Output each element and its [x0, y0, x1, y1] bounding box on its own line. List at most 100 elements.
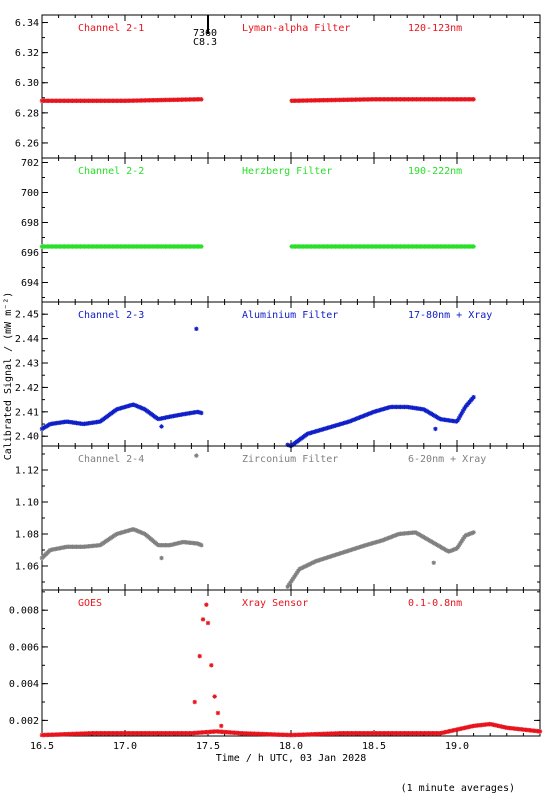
- data-point: [355, 415, 361, 421]
- panel-5: 0.002 0.004 0.006 0.008 16.5 17.0 17.5 18.0 18.5…: [9, 589, 543, 752]
- panel-range: 120-123nm: [408, 23, 462, 34]
- data-point: [286, 582, 292, 587]
- data-point: [362, 413, 367, 418]
- data-point: [47, 548, 53, 553]
- y-tick-label: 696: [21, 248, 39, 259]
- panel-frame: [41, 14, 541, 159]
- data-point-outlier: [197, 653, 202, 659]
- data-point: [383, 536, 389, 542]
- y-tick-label: 0.008: [9, 606, 39, 617]
- panel-frame: [41, 157, 541, 303]
- panel-frame: [41, 445, 541, 591]
- data-point: [447, 549, 452, 554]
- y-tick-label: 0.004: [9, 679, 39, 690]
- panel-filter: Aluminium Filter: [242, 310, 338, 321]
- y-tick-label: 2.41: [15, 407, 39, 418]
- data-point: [114, 532, 119, 537]
- panel-filter: Zirconium Filter: [242, 454, 338, 465]
- data-point: [199, 97, 204, 102]
- data-point: [354, 416, 359, 421]
- data-point: [386, 535, 391, 541]
- data-point: [358, 414, 363, 420]
- panel-range: 17-80nm + Xray: [408, 310, 492, 321]
- y-tick-label: 6.32: [15, 48, 39, 59]
- data-point: [387, 535, 393, 540]
- y-tick-label: 698: [21, 218, 39, 229]
- y-tick-label: 6.28: [15, 108, 39, 119]
- data-point-outlier: [194, 326, 199, 332]
- data-point: [458, 541, 463, 546]
- y-tick-label: 2.45: [15, 310, 39, 321]
- y-tick-label: 2.43: [15, 359, 39, 370]
- data-point: [349, 418, 354, 423]
- panel-range: 6-20nm + Xray: [408, 454, 486, 465]
- y-tick-label: 1.12: [15, 466, 39, 477]
- data-point-outlier: [215, 710, 221, 716]
- data-point: [470, 530, 475, 536]
- data-point: [199, 543, 204, 548]
- panel-range: 190-222nm: [408, 166, 462, 177]
- panel-filter: Lyman-alpha Filter: [242, 23, 350, 34]
- data-point: [381, 537, 386, 543]
- data-point: [288, 580, 293, 585]
- y-tick-label: 1.08: [15, 530, 39, 541]
- data-point: [456, 543, 462, 548]
- x-tick-label: 19.0: [445, 741, 469, 752]
- panel-2: 694 696 698 700 702 Channel 2-2 Herzberg Filte…: [21, 157, 541, 303]
- data-point: [361, 413, 366, 419]
- x-tick-label: 17.5: [196, 741, 220, 752]
- data-point: [464, 532, 470, 538]
- data-point: [463, 533, 468, 538]
- panel-label: Channel 2-3: [78, 310, 144, 321]
- data-point: [155, 542, 160, 547]
- data-point-outlier: [205, 620, 211, 626]
- data-point: [389, 534, 394, 540]
- data-point: [451, 547, 456, 552]
- data-point: [363, 412, 369, 418]
- data-point: [353, 416, 358, 422]
- x-tick-label: 17.0: [113, 741, 137, 752]
- data-point: [135, 404, 140, 409]
- panel-filter: Xray Sensor: [242, 598, 308, 609]
- x-tick-label: 16.5: [30, 741, 54, 752]
- data-point: [537, 729, 543, 734]
- x-tick-label: 18.0: [279, 741, 303, 752]
- data-point: [471, 97, 476, 102]
- data-point: [347, 419, 353, 424]
- panel-label: Channel 2-1: [78, 23, 144, 34]
- data-point: [359, 414, 365, 419]
- data-point: [134, 403, 139, 408]
- data-point: [452, 546, 458, 552]
- data-point: [391, 533, 397, 539]
- data-point: [370, 410, 375, 415]
- y-tick-label: 6.30: [15, 78, 39, 89]
- data-point: [366, 411, 371, 417]
- data-point: [367, 411, 373, 416]
- data-point: [390, 534, 395, 539]
- data-point: [138, 529, 143, 535]
- footnote: (1 minute averages): [401, 783, 515, 794]
- y-tick-label: 6.34: [15, 18, 39, 29]
- data-point: [136, 529, 142, 534]
- panel-label: Channel 2-4: [78, 454, 144, 465]
- x-tick-label: 18.5: [362, 741, 386, 752]
- data-point: [293, 572, 298, 577]
- y-tick-label: 694: [21, 278, 39, 289]
- data-point: [467, 531, 472, 537]
- data-point: [471, 244, 476, 249]
- y-tick-label: 1.10: [15, 498, 39, 509]
- data-point: [385, 536, 390, 541]
- y-tick-label: 2.44: [15, 334, 39, 345]
- panel-3: 2.40 2.41 2.42 2.43 2.44 2.45 Channel 2-3 Alumi…: [15, 301, 541, 448]
- data-point: [139, 405, 144, 411]
- data-point: [393, 533, 398, 538]
- data-point-outlier: [212, 694, 217, 699]
- data-point: [138, 405, 143, 410]
- y-tick-label: 6.26: [15, 138, 39, 149]
- data-point: [132, 403, 138, 408]
- data-point: [462, 406, 467, 411]
- data-point: [131, 402, 136, 407]
- data-point: [455, 545, 460, 550]
- data-point: [466, 532, 471, 537]
- data-point: [199, 410, 204, 416]
